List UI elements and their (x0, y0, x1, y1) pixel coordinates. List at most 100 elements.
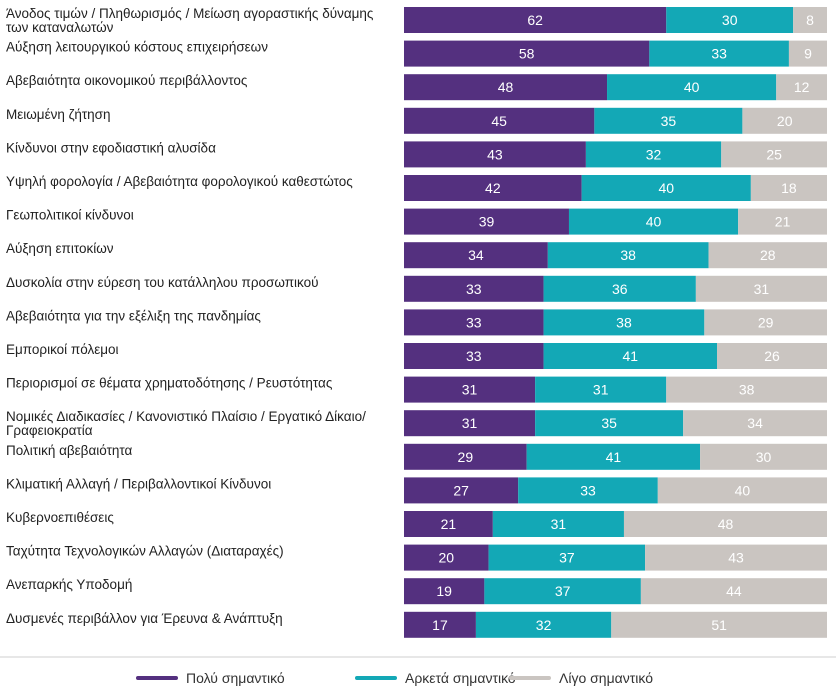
bar-segment-fairly (526, 443, 701, 470)
category-label-line: Κυβερνοεπιθέσεις (6, 510, 114, 525)
category-label: Εμπορικοί πόλεμοι (6, 342, 119, 357)
bar-segment-little (666, 376, 827, 403)
data-label: 58 (519, 46, 535, 62)
data-label: 8 (806, 12, 814, 28)
data-label: 40 (684, 79, 700, 95)
data-label: 48 (498, 79, 514, 95)
bar-segment-fairly (518, 477, 658, 504)
category-label: Δυσκολία στην εύρεση του κατάλληλου προσ… (6, 275, 319, 290)
data-label: 18 (781, 180, 797, 196)
bar-segment-very (404, 611, 476, 638)
bar-segment-fairly (475, 611, 612, 638)
data-label: 48 (718, 516, 734, 532)
bar-segment-very (404, 376, 536, 403)
category-label: Άνοδος τιμών / Πληθωρισμός / Μείωση αγορ… (6, 6, 374, 35)
data-label: 25 (766, 146, 782, 162)
category-label: Αύξηση επιτοκίων (6, 241, 114, 256)
data-label: 39 (479, 214, 495, 230)
bar-segment-fairly (492, 511, 624, 537)
bar-segment-little (750, 175, 827, 201)
category-label-line: Νομικές Διαδικασίες / Κανονιστικό Πλαίσι… (6, 409, 366, 424)
bar-segment-little (721, 141, 827, 168)
category-labels: Άνοδος τιμών / Πληθωρισμός / Μείωση αγορ… (6, 6, 374, 626)
bar-segment-fairly (543, 309, 705, 336)
data-label: 44 (726, 583, 742, 599)
bar-segment-little (793, 7, 827, 33)
category-label-line: Κίνδυνοι στην εφοδιαστική αλυσίδα (6, 140, 216, 155)
data-label: 33 (466, 348, 482, 364)
bar-segment-little (640, 578, 827, 605)
category-label-line: Μειωμένη ζήτηση (6, 107, 111, 122)
category-label-line: Γεωπολιτικοί κίνδυνοι (6, 208, 134, 223)
data-label: 31 (551, 516, 567, 532)
data-label: 34 (747, 415, 763, 431)
data-label: 42 (485, 180, 501, 196)
data-label: 33 (711, 46, 727, 62)
bar-segment-very (404, 40, 650, 67)
bar-segment-very (404, 175, 582, 201)
bar-segment-fairly (547, 242, 709, 269)
data-label: 31 (462, 382, 478, 398)
bar-segment-fairly (581, 175, 751, 201)
category-label-line: Ταχύτητα Τεχνολογικών Αλλαγών (Διαταραχέ… (6, 544, 284, 559)
bar-segment-very (404, 544, 489, 571)
category-label-line: Γραφειοκρατία (6, 423, 93, 438)
data-label: 62 (527, 12, 543, 28)
category-label: Κυβερνοεπιθέσεις (6, 510, 114, 525)
data-label: 37 (555, 583, 571, 599)
data-label: 35 (661, 113, 677, 129)
bar-segment-very (404, 578, 485, 605)
category-label-line: Αβεβαιότητα για την εξέλιξη της πανδημία… (6, 308, 261, 323)
bar-segment-little (645, 544, 827, 571)
category-label-line: Άνοδος τιμών / Πληθωρισμός / Μείωση αγορ… (6, 6, 374, 21)
bar-segment-very (404, 410, 536, 437)
legend: Πολύ σημαντικό Αρκετά σημαντικό Λίγο σημαν… (136, 670, 653, 686)
bar-segment-fairly (594, 107, 743, 134)
category-label-line: Αβεβαιότητα οικονομικού περιβάλλοντος (6, 73, 248, 88)
category-label-line: Αύξηση λειτουργικού κόστους επιχειρήσεων (6, 40, 268, 55)
data-label: 41 (623, 348, 639, 364)
data-label: 9 (804, 46, 812, 62)
bar-segment-little (657, 477, 827, 504)
bar-segment-little (700, 443, 827, 470)
category-label: Αύξηση λειτουργικού κόστους επιχειρήσεων (6, 40, 268, 55)
bar-segment-very (404, 208, 569, 235)
data-label: 33 (580, 482, 596, 498)
bar-segment-very (404, 275, 544, 302)
data-label: 21 (441, 516, 457, 532)
data-label: 35 (601, 415, 617, 431)
data-label: 41 (606, 449, 622, 465)
data-label: 26 (764, 348, 780, 364)
bar-segment-little (708, 242, 827, 269)
bar-segment-little (695, 275, 827, 302)
data-label: 32 (536, 617, 552, 633)
bar-segment-fairly (488, 544, 646, 571)
legend-label-little: Λίγο σημαντικό (559, 670, 653, 686)
bar-segment-fairly (649, 40, 789, 67)
bar-segment-very (404, 343, 544, 369)
category-label: Περιορισμοί σε θέματα χρηματοδότησης / Ρ… (6, 376, 333, 391)
bar-segment-very (404, 477, 519, 504)
data-label: 38 (739, 382, 755, 398)
data-label: 38 (620, 247, 636, 263)
category-label: Κλιματική Αλλαγή / Περιβαλλοντικοί Κίνδυ… (6, 476, 271, 491)
legend-label-fairly: Αρκετά σημαντικό (405, 670, 516, 686)
bar-segment-fairly (535, 410, 684, 437)
data-label: 21 (775, 214, 791, 230)
bar-segment-fairly (543, 275, 696, 302)
data-label: 29 (458, 449, 474, 465)
bar-segment-little (788, 40, 827, 67)
data-label: 40 (646, 214, 662, 230)
data-label: 37 (559, 550, 575, 566)
category-label: Νομικές Διαδικασίες / Κανονιστικό Πλαίσι… (6, 409, 366, 438)
category-label-line: Δυσκολία στην εύρεση του κατάλληλου προσ… (6, 275, 319, 290)
category-label: Ανεπαρκής Υποδομή (6, 577, 132, 592)
data-label: 43 (728, 550, 744, 566)
bar-segment-very (404, 443, 527, 470)
data-label: 19 (436, 583, 452, 599)
category-label-line: Δυσμενές περιβάλλον για Έρευνα & Ανάπτυξ… (6, 611, 283, 626)
bar-segment-very (404, 511, 493, 537)
data-label: 30 (756, 449, 772, 465)
category-label: Αβεβαιότητα για την εξέλιξη της πανδημία… (6, 308, 261, 323)
data-label: 40 (735, 482, 751, 498)
